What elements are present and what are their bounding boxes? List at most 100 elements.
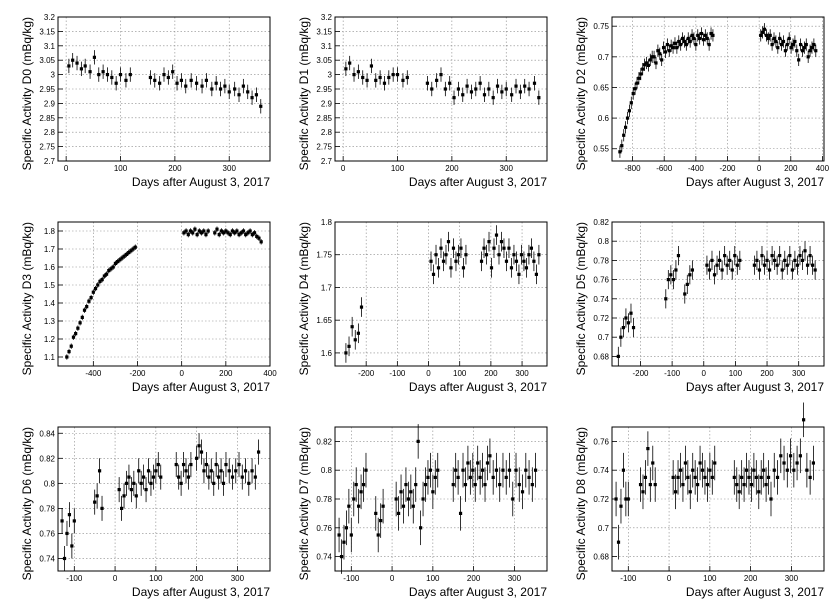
- data-point: [349, 533, 353, 537]
- data-point: [466, 461, 470, 465]
- data-point: [478, 475, 482, 479]
- data-point: [92, 55, 97, 59]
- data-point: [254, 93, 259, 97]
- data-point: [433, 475, 437, 479]
- data-point: [129, 488, 133, 492]
- data-point: [783, 258, 787, 262]
- data-point: [523, 84, 527, 88]
- data-point: [188, 229, 193, 233]
- y-tick-label: 1.8: [321, 218, 333, 227]
- data-point: [499, 240, 504, 244]
- data-point: [473, 483, 477, 487]
- data-point: [436, 468, 440, 472]
- data-point: [641, 67, 645, 71]
- y-tick-label: 1.2: [44, 335, 56, 344]
- data-point: [237, 93, 241, 97]
- data-point: [629, 101, 633, 105]
- data-point: [527, 253, 531, 257]
- data-point: [93, 287, 98, 291]
- data-point: [782, 461, 786, 465]
- y-tick-label: 1.6: [321, 349, 333, 358]
- data-point: [514, 468, 518, 472]
- data-point: [97, 469, 102, 473]
- y-tick-label: 3.15: [39, 27, 55, 36]
- y-tick-label: 2.9: [44, 99, 56, 108]
- data-point: [674, 490, 678, 494]
- data-point: [348, 61, 352, 65]
- data-point: [451, 483, 455, 487]
- data-point: [754, 475, 758, 479]
- data-point: [780, 268, 784, 272]
- data-point: [91, 290, 95, 294]
- data-point: [720, 268, 724, 272]
- data-point: [72, 519, 76, 523]
- data-point: [797, 58, 801, 62]
- data-point: [792, 468, 796, 472]
- data-point: [234, 469, 238, 473]
- data-point: [520, 490, 525, 494]
- data-point: [774, 39, 778, 44]
- data-point: [524, 266, 529, 270]
- plot-frame: [334, 221, 548, 367]
- data-point: [423, 483, 428, 487]
- data-point: [814, 49, 818, 53]
- y-tick-label: 0.7: [598, 524, 610, 533]
- data-point: [127, 251, 131, 255]
- data-point: [111, 265, 115, 269]
- x-tick-label: 300: [515, 369, 529, 378]
- data-point: [177, 475, 181, 479]
- y-axis-label: Specific Activity D8 (mBq/kg): [574, 427, 588, 580]
- x-tick-label: 400: [263, 369, 277, 378]
- data-point: [772, 36, 776, 41]
- panel-d0: 0 100 200 300 2.7 2.75 2.8 2.85 2.9 2.95 3 3.05 3.1 3…: [0, 0, 276, 198]
- data-point: [154, 469, 158, 473]
- data-point: [620, 144, 624, 148]
- x-tick-label: 100: [729, 369, 743, 378]
- x-tick-label: 100: [114, 164, 128, 173]
- data-point: [142, 475, 146, 479]
- data-point: [787, 36, 791, 41]
- data-point: [100, 506, 104, 510]
- panel-d3: -400 -200 0 200 400 1.1 1.2 1.3 1.4 1.5 1.6 1.7 1.8 D…: [0, 205, 277, 403]
- chart-d8: -100 0 100 200 300 0.68 0.7 0.72 0.74 0.76 Days af…: [574, 402, 825, 599]
- data-point: [104, 272, 109, 276]
- plot-frame: [611, 221, 825, 367]
- data-point: [514, 84, 518, 88]
- data-point: [120, 506, 124, 510]
- data-point: [65, 355, 69, 359]
- data-point: [642, 63, 647, 67]
- data-point: [742, 483, 746, 487]
- data-point: [790, 268, 794, 272]
- data-point: [80, 315, 84, 319]
- data-point: [507, 246, 511, 250]
- data-point: [347, 504, 351, 508]
- data-point: [122, 494, 126, 498]
- data-point: [162, 73, 166, 77]
- y-tick-label: 0.78: [39, 504, 55, 513]
- data-point: [181, 462, 186, 467]
- data-point: [811, 263, 815, 267]
- x-tick-label: 300: [500, 164, 514, 173]
- x-tick-label: 0: [179, 369, 184, 378]
- data-point: [191, 231, 195, 235]
- data-point: [688, 39, 692, 44]
- data-point: [459, 246, 463, 250]
- data-point: [456, 87, 460, 91]
- data-point: [744, 468, 749, 472]
- data-point: [253, 475, 257, 479]
- data-point: [629, 311, 633, 315]
- data-point: [626, 321, 631, 325]
- data-point: [128, 73, 132, 77]
- data-point: [492, 246, 496, 250]
- data-point: [256, 450, 261, 454]
- data-point: [454, 259, 458, 263]
- panel-d1: 0 100 200 300 2.7 2.75 2.8 2.85 2.9 2.95 3 3.05 3.1 3…: [277, 0, 553, 198]
- data-point: [204, 78, 208, 82]
- data-point: [692, 36, 696, 41]
- data-point: [795, 263, 800, 267]
- x-tick-label: -200: [129, 369, 146, 378]
- data-point: [230, 475, 235, 479]
- data-point: [397, 511, 401, 515]
- x-tick-label: 200: [760, 369, 774, 378]
- data-point: [446, 240, 451, 244]
